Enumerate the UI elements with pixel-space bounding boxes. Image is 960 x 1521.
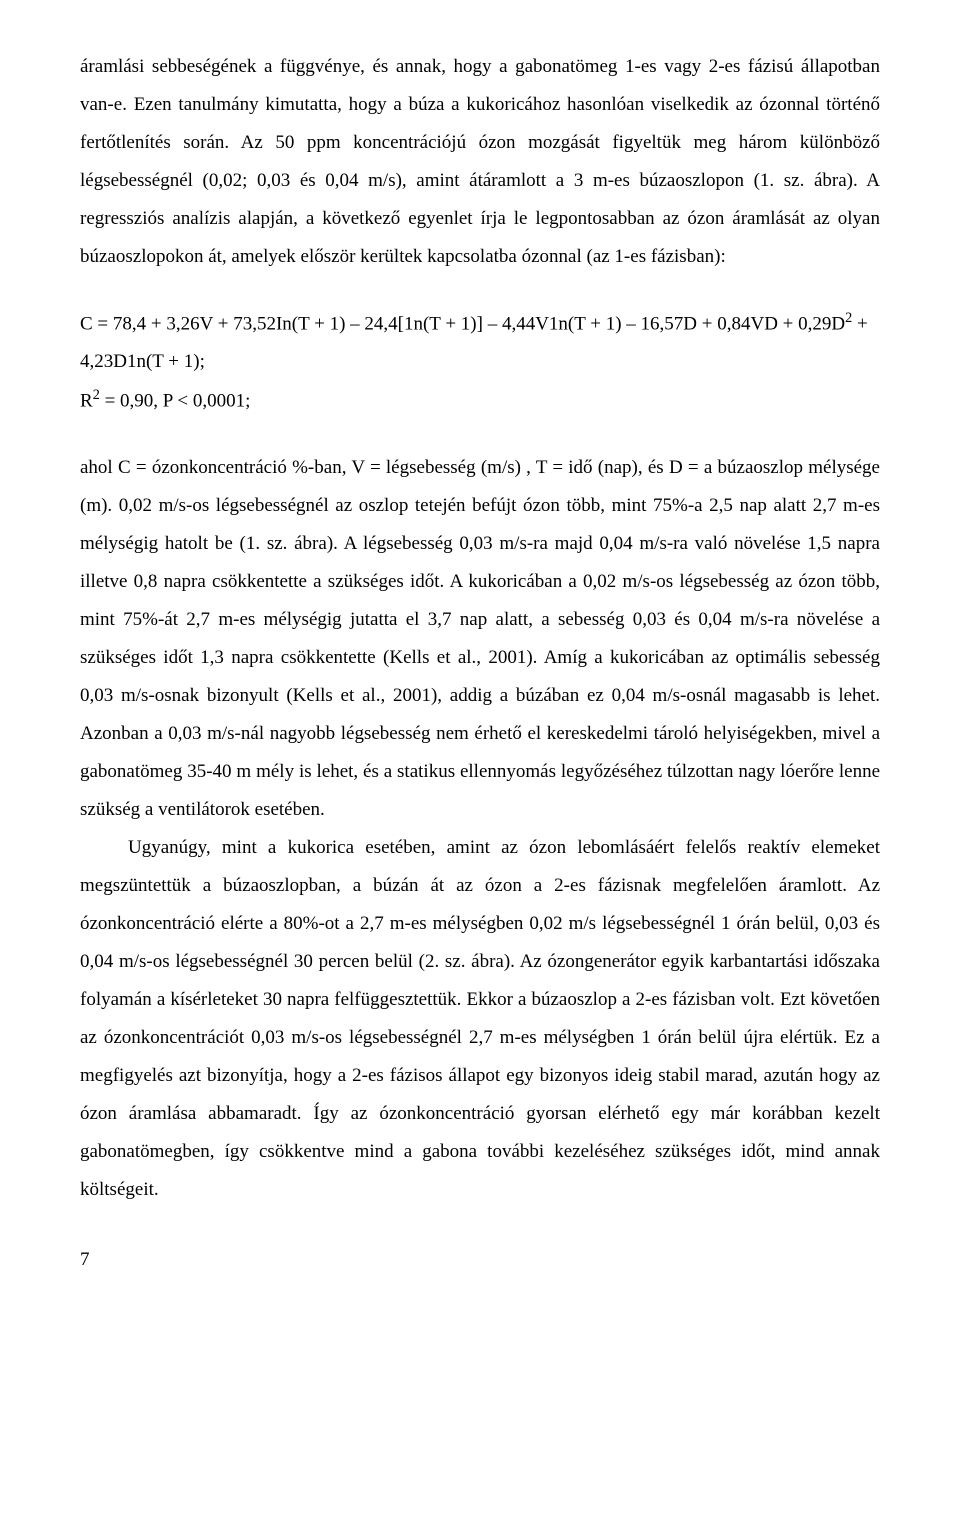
- paragraph-2-text: ahol C = ózonkoncentráció %-ban, V = lég…: [80, 457, 880, 820]
- equation-line-2-pre: R: [80, 391, 93, 412]
- page-number: 7: [80, 1241, 880, 1279]
- paragraph-3: Ugyanúgy, mint a kukorica esetében, amin…: [80, 829, 880, 1209]
- paragraph-1-text: áramlási sebbeségének a függvénye, és an…: [80, 56, 880, 267]
- equation-line-2-post: = 0,90, P < 0,0001;: [100, 391, 251, 412]
- page-number-value: 7: [80, 1249, 90, 1270]
- exponent-2-b: 2: [93, 387, 100, 403]
- equation-line-1: C = 78,4 + 3,26V + 73,52In(T + 1) – 24,4…: [80, 304, 880, 381]
- equation-line-2: R2 = 0,90, P < 0,0001;: [80, 381, 880, 420]
- paragraph-3-text: Ugyanúgy, mint a kukorica esetében, amin…: [80, 837, 880, 1200]
- equation-line-1-main: C = 78,4 + 3,26V + 73,52In(T + 1) – 24,4…: [80, 313, 845, 334]
- document-page: áramlási sebbeségének a függvénye, és an…: [0, 0, 960, 1521]
- paragraph-1: áramlási sebbeségének a függvénye, és an…: [80, 48, 880, 276]
- equation-block: C = 78,4 + 3,26V + 73,52In(T + 1) – 24,4…: [80, 304, 880, 421]
- paragraph-2: ahol C = ózonkoncentráció %-ban, V = lég…: [80, 449, 880, 829]
